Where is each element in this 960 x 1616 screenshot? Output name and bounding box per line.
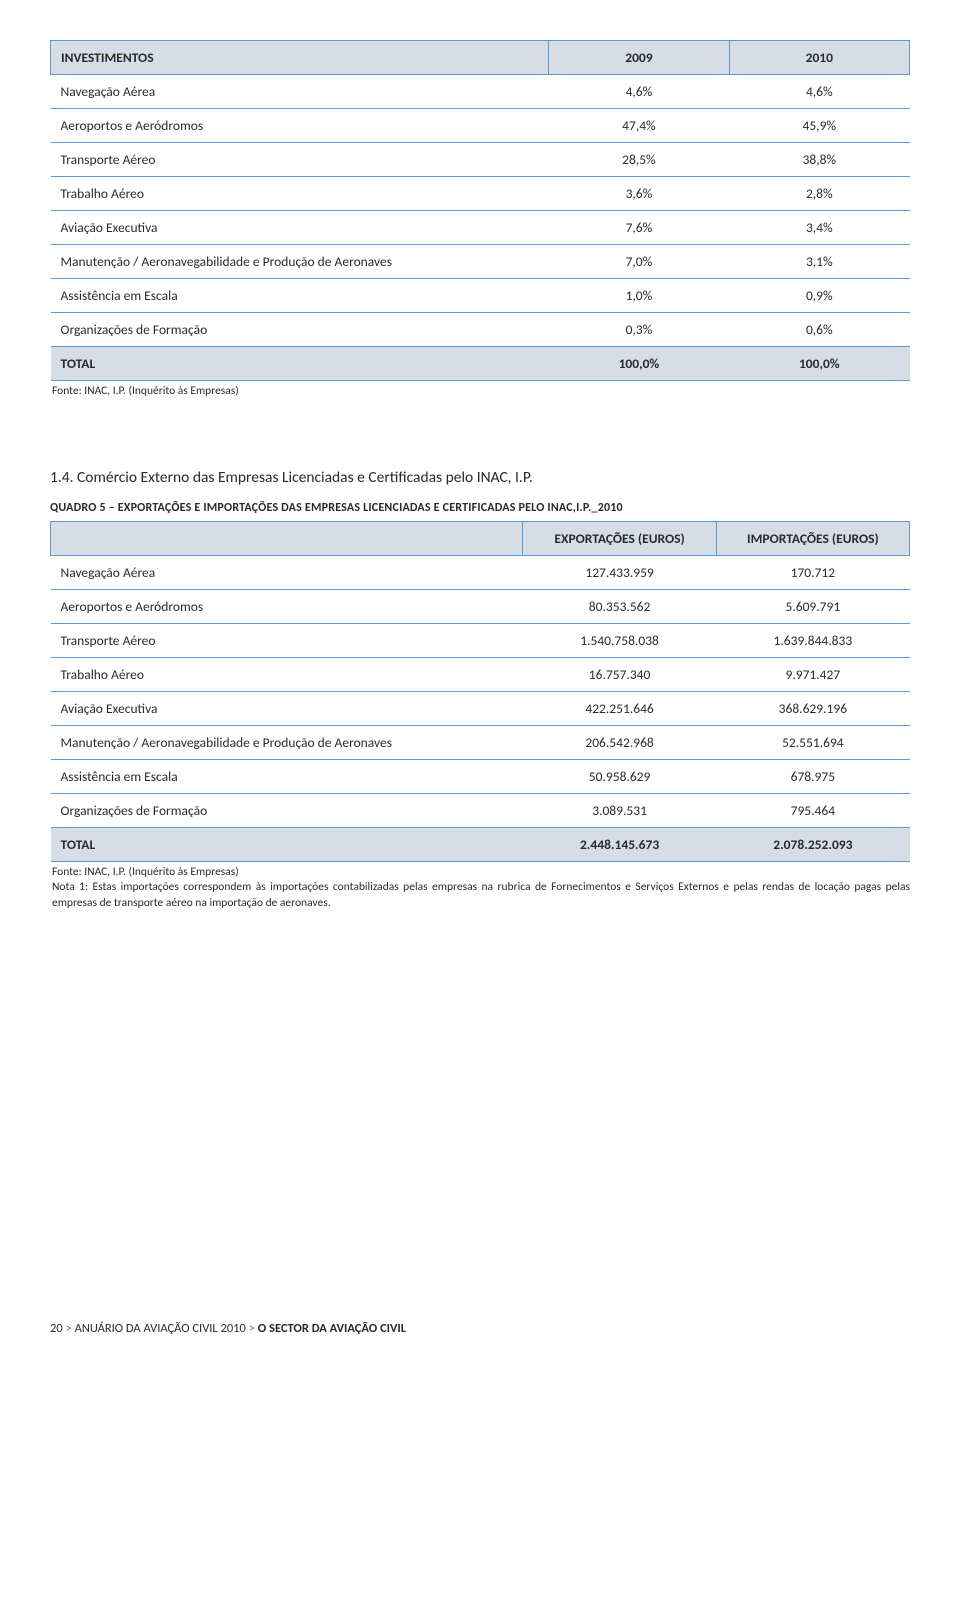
cell: 9.971.427 [716, 658, 909, 692]
table1-source: Fonte: INAC, I.P. (Inquérito às Empresas… [52, 384, 910, 398]
cell: 0,9% [729, 279, 909, 313]
cell: Aviação Executiva [51, 211, 549, 245]
table-row: Organizações de Formação 0,3% 0,6% [51, 313, 910, 347]
cell: Assistência em Escala [51, 279, 549, 313]
table-row: Transporte Aéreo 28,5% 38,8% [51, 143, 910, 177]
cell: Aeroportos e Aeródromos [51, 590, 523, 624]
cell: 1.540.758.038 [523, 624, 716, 658]
cell: 1,0% [549, 279, 729, 313]
cell: Organizações de Formação [51, 794, 523, 828]
footer-part2: O SECTOR DA AVIAÇÃO CIVIL [258, 1321, 406, 1336]
table-row: Manutenção / Aeronavegabilidade e Produç… [51, 726, 910, 760]
cell: 127.433.959 [523, 556, 716, 590]
cell: 3,4% [729, 211, 909, 245]
export-import-table: EXPORTAÇÕES (EUROS) IMPORTAÇÕES (EUROS) … [50, 521, 910, 862]
cell: 47,4% [549, 109, 729, 143]
cell: Manutenção / Aeronavegabilidade e Produç… [51, 726, 523, 760]
table-row: Assistência em Escala 50.958.629 678.975 [51, 760, 910, 794]
table-row: Assistência em Escala 1,0% 0,9% [51, 279, 910, 313]
table-row: Transporte Aéreo 1.540.758.038 1.639.844… [51, 624, 910, 658]
table-row: Aeroportos e Aeródromos 47,4% 45,9% [51, 109, 910, 143]
cell: Aviação Executiva [51, 692, 523, 726]
col-header [51, 522, 523, 556]
footer-part1: ANUÁRIO DA AVIAÇÃO CIVIL 2010 [75, 1321, 246, 1336]
cell: 368.629.196 [716, 692, 909, 726]
table2-source: Fonte: INAC, I.P. (Inquérito às Empresas… [52, 865, 910, 879]
cell: 3.089.531 [523, 794, 716, 828]
table-row: Aeroportos e Aeródromos 80.353.562 5.609… [51, 590, 910, 624]
section-heading: 1.4. Comércio Externo das Empresas Licen… [50, 468, 910, 487]
quadro5-title: QUADRO 5 – EXPORTAÇÕES E IMPORTAÇÕES DAS… [50, 501, 910, 515]
cell: Manutenção / Aeronavegabilidade e Produç… [51, 245, 549, 279]
cell: Navegação Aérea [51, 75, 549, 109]
cell: 2.448.145.673 [523, 828, 716, 862]
cell: 0,6% [729, 313, 909, 347]
cell: Transporte Aéreo [51, 143, 549, 177]
cell: 50.958.629 [523, 760, 716, 794]
table2-note: Nota 1: Estas importações correspondem à… [52, 880, 910, 911]
table-row: Manutenção / Aeronavegabilidade e Produç… [51, 245, 910, 279]
cell: 16.757.340 [523, 658, 716, 692]
col-header: INVESTIMENTOS [51, 41, 549, 75]
cell: 80.353.562 [523, 590, 716, 624]
cell: Aeroportos e Aeródromos [51, 109, 549, 143]
cell: TOTAL [51, 828, 523, 862]
cell: 52.551.694 [716, 726, 909, 760]
cell: 7,6% [549, 211, 729, 245]
cell: 5.609.791 [716, 590, 909, 624]
cell: Organizações de Formação [51, 313, 549, 347]
col-header: 2009 [549, 41, 729, 75]
cell: 206.542.968 [523, 726, 716, 760]
cell: 678.975 [716, 760, 909, 794]
footer-page-number: 20 [50, 1321, 63, 1336]
cell: 4,6% [549, 75, 729, 109]
cell: 2.078.252.093 [716, 828, 909, 862]
page-footer: 20 > ANUÁRIO DA AVIAÇÃO CIVIL 2010 > O S… [50, 1321, 910, 1336]
table-total-row: TOTAL 2.448.145.673 2.078.252.093 [51, 828, 910, 862]
cell: 100,0% [549, 347, 729, 381]
table-row: Aviação Executiva 422.251.646 368.629.19… [51, 692, 910, 726]
cell: 422.251.646 [523, 692, 716, 726]
table-row: Trabalho Aéreo 16.757.340 9.971.427 [51, 658, 910, 692]
cell: 795.464 [716, 794, 909, 828]
cell: Assistência em Escala [51, 760, 523, 794]
cell: 0,3% [549, 313, 729, 347]
table-total-row: TOTAL 100,0% 100,0% [51, 347, 910, 381]
table-row: Navegação Aérea 127.433.959 170.712 [51, 556, 910, 590]
footer-sep: > [246, 1321, 258, 1336]
cell: Transporte Aéreo [51, 624, 523, 658]
col-header: IMPORTAÇÕES (EUROS) [716, 522, 909, 556]
cell: 3,6% [549, 177, 729, 211]
cell: Trabalho Aéreo [51, 177, 549, 211]
cell: 28,5% [549, 143, 729, 177]
investimentos-table: INVESTIMENTOS 2009 2010 Navegação Aérea … [50, 40, 910, 381]
table-row: Trabalho Aéreo 3,6% 2,8% [51, 177, 910, 211]
cell: 7,0% [549, 245, 729, 279]
footer-sep: > [63, 1321, 75, 1336]
cell: 3,1% [729, 245, 909, 279]
cell: 38,8% [729, 143, 909, 177]
table-row: Navegação Aérea 4,6% 4,6% [51, 75, 910, 109]
table-row: Aviação Executiva 7,6% 3,4% [51, 211, 910, 245]
cell: 45,9% [729, 109, 909, 143]
cell: 100,0% [729, 347, 909, 381]
cell: 1.639.844.833 [716, 624, 909, 658]
col-header: 2010 [729, 41, 909, 75]
cell: 4,6% [729, 75, 909, 109]
col-header: EXPORTAÇÕES (EUROS) [523, 522, 716, 556]
cell: Trabalho Aéreo [51, 658, 523, 692]
cell: 2,8% [729, 177, 909, 211]
cell: 170.712 [716, 556, 909, 590]
cell: TOTAL [51, 347, 549, 381]
cell: Navegação Aérea [51, 556, 523, 590]
table-row: Organizações de Formação 3.089.531 795.4… [51, 794, 910, 828]
